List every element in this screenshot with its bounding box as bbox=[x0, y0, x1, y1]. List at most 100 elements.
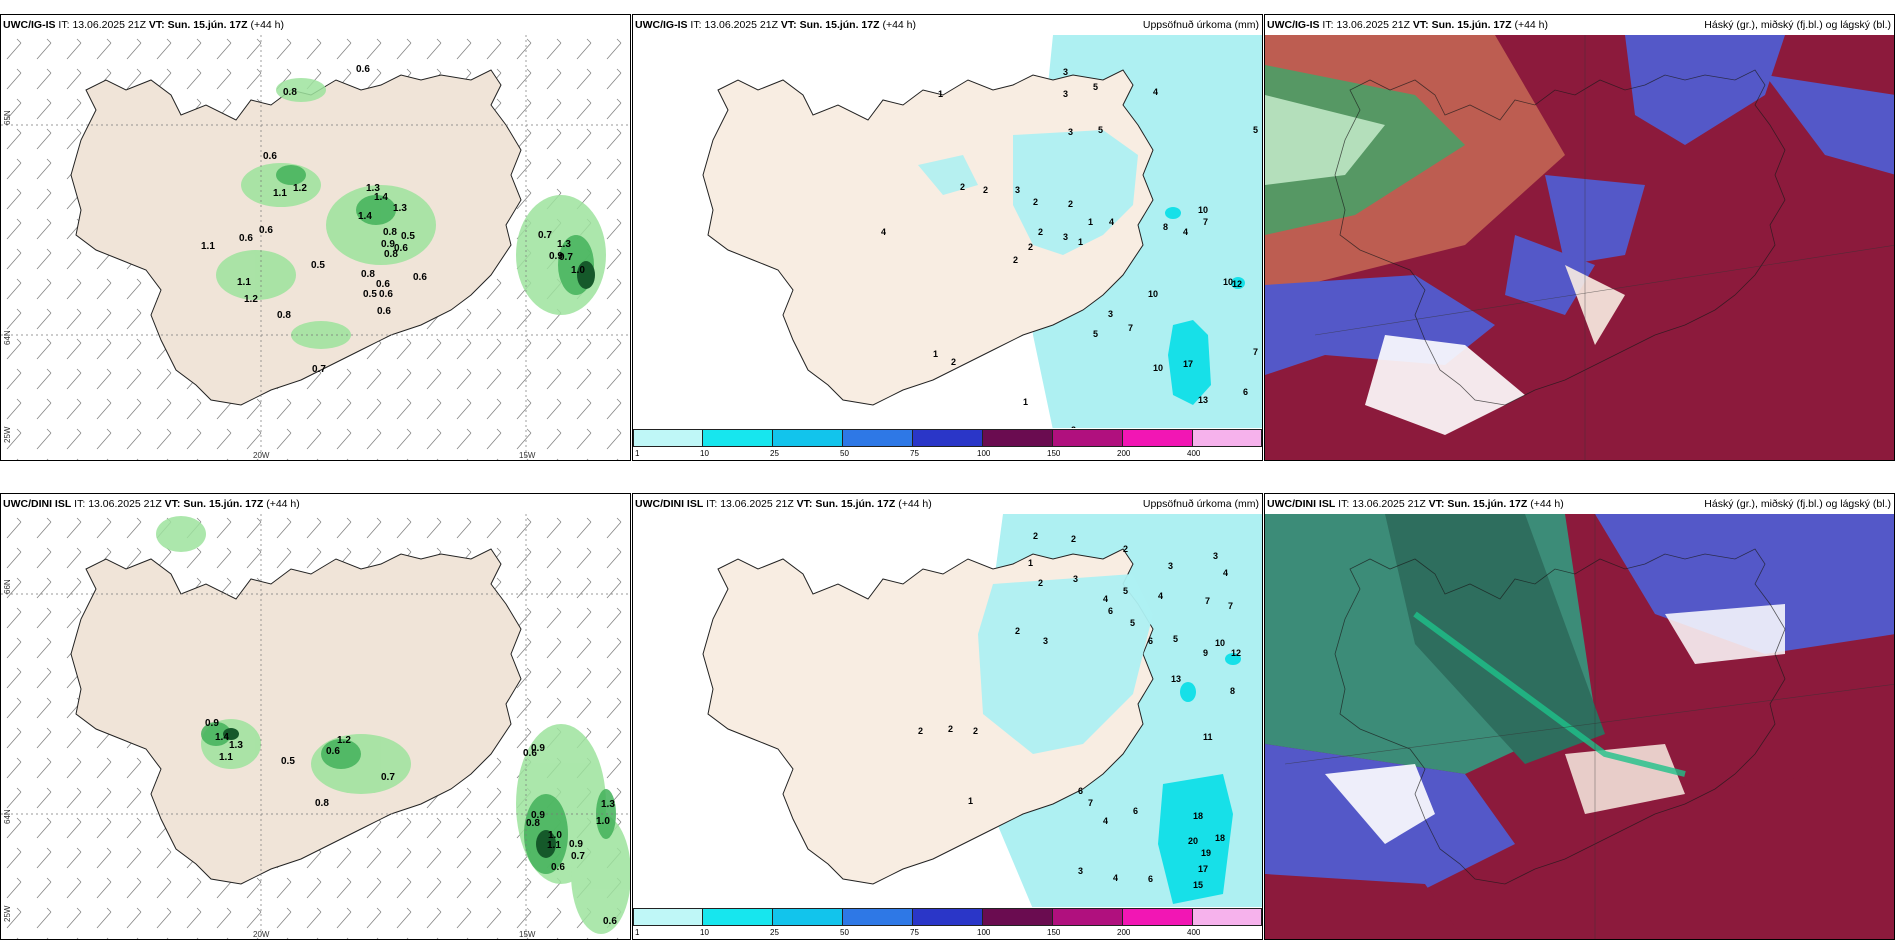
value-label: 2 bbox=[1038, 227, 1043, 237]
value-label: 1.3 bbox=[557, 239, 571, 250]
colorbar-swatch bbox=[1193, 429, 1262, 447]
value-label: 15 bbox=[1193, 880, 1203, 890]
colorbar-tick: 200 bbox=[1117, 928, 1131, 937]
value-label: 1.2 bbox=[293, 183, 307, 194]
colorbar-tick: 50 bbox=[840, 449, 849, 458]
colorbar-swatch bbox=[703, 429, 773, 447]
it-label: IT: bbox=[690, 19, 702, 31]
cloud-map[interactable] bbox=[1265, 35, 1894, 460]
value-label: 0.7 bbox=[571, 851, 585, 862]
value-label: 2 bbox=[973, 726, 978, 736]
it-label: IT: bbox=[58, 19, 70, 31]
value-label: 8 bbox=[1230, 686, 1235, 696]
colorbar-swatch bbox=[773, 429, 843, 447]
value-label: 1.0 bbox=[596, 816, 610, 827]
value-label: 4 bbox=[1223, 568, 1228, 578]
value-label: 3 bbox=[1043, 636, 1048, 646]
model-name: UWC/IG-IS bbox=[635, 19, 688, 31]
panel-header: UWC/IG-IS IT: 13.06.2025 21Z VT: Sun. 15… bbox=[1, 15, 630, 35]
value-label: 1.3 bbox=[601, 799, 615, 810]
value-label: 1.4 bbox=[358, 211, 372, 222]
value-label: 2 bbox=[918, 726, 923, 736]
lead-time: (+44 h) bbox=[250, 19, 285, 31]
value-label: 0.9 bbox=[569, 839, 583, 850]
value-label: 9 bbox=[1203, 648, 1208, 658]
value-label: 5 bbox=[1123, 586, 1128, 596]
value-label: 18 bbox=[1215, 833, 1225, 843]
value-label: 0.7 bbox=[381, 772, 395, 783]
colorbar-tick: 200 bbox=[1117, 449, 1131, 458]
value-label: 6 bbox=[1148, 874, 1153, 884]
value-label: 5 bbox=[1130, 618, 1135, 628]
value-label: 2 bbox=[960, 182, 965, 192]
value-label: 0.6 bbox=[239, 233, 253, 244]
it-value: 13.06.2025 21Z bbox=[1352, 498, 1426, 510]
value-label: 5 bbox=[1098, 125, 1103, 135]
colorbar-tick: 400 bbox=[1187, 928, 1201, 937]
value-label: 12 bbox=[1231, 648, 1241, 658]
value-label: 3 bbox=[1068, 127, 1073, 137]
value-label: 7 bbox=[1228, 601, 1233, 611]
vt-value: Sun. 15.jún. 17Z bbox=[1431, 19, 1512, 31]
vt-value: Sun. 15.jún. 17Z bbox=[183, 498, 264, 510]
value-label: 8 bbox=[1163, 222, 1168, 232]
value-label: 0.8 bbox=[384, 249, 398, 260]
colorbar-tick: 50 bbox=[840, 928, 849, 937]
value-label: 4 bbox=[1183, 227, 1188, 237]
value-label: 11 bbox=[1203, 732, 1213, 742]
value-label: 17 bbox=[1183, 359, 1193, 369]
value-label: 1 bbox=[968, 796, 973, 806]
value-label: 0.9 bbox=[205, 718, 219, 729]
colorbar-swatch bbox=[633, 908, 703, 926]
value-label: 1.1 bbox=[201, 241, 215, 252]
lead-time: (+44 h) bbox=[266, 498, 300, 510]
value-label: 2 bbox=[951, 357, 956, 367]
value-label: 4 bbox=[1109, 217, 1114, 227]
lat-label: 64N bbox=[3, 330, 12, 345]
colorbar-swatch bbox=[983, 908, 1053, 926]
panel-subtitle: Uppsöfnuð úrkoma (mm) bbox=[1142, 19, 1259, 31]
value-label: 17 bbox=[1198, 864, 1208, 874]
precip-map[interactable]: 2 2 2 3 3 4 1 2 3 4 6 5 4 7 7 2 3 5 6 5 bbox=[633, 514, 1262, 939]
colorbar-swatch bbox=[983, 429, 1053, 447]
lon-label: 15W bbox=[519, 930, 536, 939]
model-name: UWC/IG-IS bbox=[3, 19, 56, 31]
value-label: 1.2 bbox=[244, 294, 258, 305]
wind-map[interactable]: 0.6 0.8 0.6 1.1 1.2 1.3 1.4 1.3 1.4 0.6 … bbox=[1, 35, 630, 460]
colorbar-tick: 1 bbox=[635, 928, 640, 937]
accumulated-precip-panel-bottom: UWC/DINI ISL IT: 13.06.2025 21Z VT: Sun.… bbox=[632, 493, 1263, 940]
colorbar-swatch bbox=[1053, 908, 1123, 926]
cloud-map[interactable] bbox=[1265, 514, 1894, 939]
colorbar-tick: 100 bbox=[977, 449, 991, 458]
lead-time: (+44 h) bbox=[1530, 498, 1564, 510]
vt-label: VT: bbox=[1428, 498, 1445, 510]
value-label: 2 bbox=[1013, 255, 1018, 265]
vt-value: Sun. 15.jún. 17Z bbox=[815, 498, 896, 510]
wind-map[interactable]: 0.9 1.4 1.3 1.1 0.5 1.2 0.6 0.7 0.8 0.6 … bbox=[1, 514, 630, 939]
value-label: 4 bbox=[1103, 816, 1108, 826]
lon-label: 25W bbox=[3, 426, 12, 443]
cloud-cover-panel-top: UWC/IG-IS IT: 13.06.2025 21Z VT: Sun. 15… bbox=[1264, 14, 1895, 461]
value-label: 0.9 bbox=[531, 810, 545, 821]
value-label: 1 bbox=[1078, 237, 1083, 247]
value-label: 6 bbox=[1078, 786, 1083, 796]
value-label: 3 bbox=[1078, 866, 1083, 876]
precip-map[interactable]: 3 5 3 4 3 5 5 1 2 2 3 2 2 4 1 2 3 8 10 7 bbox=[633, 35, 1262, 460]
value-label: 0.8 bbox=[361, 269, 375, 280]
colorbar-swatch bbox=[843, 908, 913, 926]
value-label: 12 bbox=[1232, 279, 1242, 289]
wind-precip-panel-top: UWC/IG-IS IT: 13.06.2025 21Z VT: Sun. 15… bbox=[0, 14, 631, 461]
it-value: 13.06.2025 21Z bbox=[72, 19, 146, 31]
it-value: 13.06.2025 21Z bbox=[720, 498, 794, 510]
value-label: 1.3 bbox=[366, 183, 380, 194]
value-label: 3 bbox=[1015, 185, 1020, 195]
value-label: 0.9 bbox=[549, 251, 563, 262]
colorbar-swatch bbox=[843, 429, 913, 447]
vt-label: VT: bbox=[780, 19, 797, 31]
value-label: 0.6 bbox=[413, 272, 427, 283]
it-label: IT: bbox=[706, 498, 718, 510]
colorbar-swatch bbox=[1123, 908, 1193, 926]
value-label: 0.9 bbox=[531, 743, 545, 754]
value-label: 0.6 bbox=[356, 64, 370, 75]
it-value: 13.06.2025 21Z bbox=[704, 19, 778, 31]
